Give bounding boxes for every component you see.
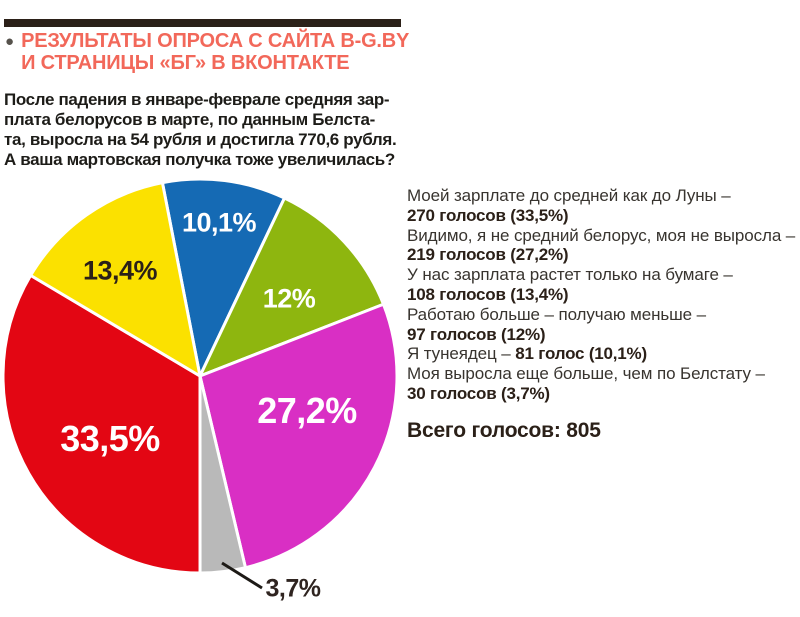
poll-question-line: А ваша мартовская получка тоже увеличила… <box>4 150 395 169</box>
poll-votes-text: 97 голосов (12%) <box>407 324 546 344</box>
pie-slice-label: 33,5% <box>60 418 160 459</box>
poll-question-text: Моей зарплате до средней как до Луны – <box>407 186 731 205</box>
bullet-icon: ● <box>5 33 15 50</box>
pie-slice <box>160 177 286 378</box>
poll-question-line: та, выросла на 54 рубля и достигла 770,6… <box>4 130 397 149</box>
pie-slice-label: 12% <box>262 283 316 314</box>
poll-question-text: Видимо, я не средний белорус, моя не выр… <box>407 225 796 245</box>
poll-question: После падения в январе-феврале средняя з… <box>4 90 406 170</box>
poll-result-item: Я тунеядец – 81 голос (10,1%) <box>407 344 797 364</box>
headline-text: РЕЗУЛЬТАТЫ ОПРОСА С САЙТА B-G.BY И СТРАН… <box>21 30 409 74</box>
poll-result-item: Моей зарплате до средней как до Луны –27… <box>407 186 797 226</box>
poll-question-text: Работаю больше – получаю меньше – <box>407 304 707 324</box>
leader-line <box>221 561 263 590</box>
poll-question-text: Моя выросла еще больше, чем по Белстату … <box>407 364 765 384</box>
poll-results: Моей зарплате до средней как до Луны –27… <box>407 186 797 441</box>
pie-svg <box>1 177 399 590</box>
poll-votes-text: 81 голос (10,1%) <box>515 344 647 364</box>
pie-slice-label: 3,7% <box>265 574 321 603</box>
headline-line-2: И СТРАНИЦЫ «БГ» В ВКОНТАКТЕ <box>21 52 350 74</box>
poll-question-text: У нас зарплата растет только на бумаге – <box>407 265 733 285</box>
headline-line-1: РЕЗУЛЬТАТЫ ОПРОСА С САЙТА B-G.BY <box>21 30 410 52</box>
pie-slice-label: 27,2% <box>257 390 357 431</box>
pie-slice <box>29 181 202 378</box>
pie-chart: 10,1% 12% 27,2% 3,7% 33,5% 13,4% <box>0 176 400 617</box>
pie-slice-label: 10,1% <box>181 207 257 238</box>
poll-question-line: После падения в январе-феврале средняя з… <box>4 90 390 109</box>
poll-votes-text: 30 голосов (3,7%) <box>407 383 550 403</box>
poll-result-item: Работаю больше – получаю меньше –97 голо… <box>407 305 797 345</box>
pie-slice <box>198 302 399 570</box>
poll-votes-text: 219 голосов (27,2%) <box>407 245 569 265</box>
pie-slice <box>1 273 202 575</box>
poll-result-item: Видимо, я не средний белорус, моя не выр… <box>407 226 797 266</box>
total-votes: Всего голосов: 805 <box>407 418 601 442</box>
poll-question-line: плата белорусов в марте, по данным Белст… <box>4 110 375 129</box>
poll-result-item: Моя выросла еще больше, чем по Белстату … <box>407 364 797 404</box>
pie-slices <box>1 177 399 575</box>
pie-slice <box>198 196 385 378</box>
poll-votes-text: 108 голосов (13,4%) <box>407 284 569 304</box>
top-rule <box>4 19 401 27</box>
poll-results-list: Моей зарплате до средней как до Луны –27… <box>407 186 797 404</box>
poll-result-item: У нас зарплата растет только на бумаге –… <box>407 265 797 305</box>
poll-question-text: Я тунеядец – <box>407 344 516 364</box>
poll-votes-text: 270 голосов (33,5%) <box>407 205 569 225</box>
headline: ● РЕЗУЛЬТАТЫ ОПРОСА С САЙТА B-G.BY И СТР… <box>5 30 409 74</box>
pie-slice-label: 13,4% <box>82 255 158 286</box>
